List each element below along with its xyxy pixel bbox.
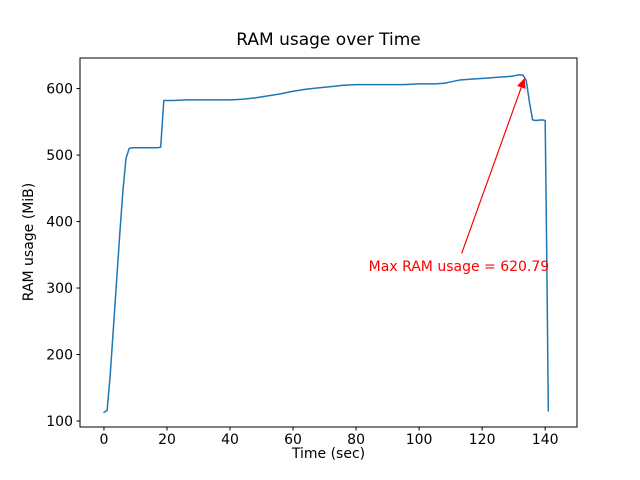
x-axis-label: Time (sec)	[291, 446, 366, 462]
x-tick-label: 20	[158, 432, 176, 448]
x-tick-label: 140	[532, 432, 559, 448]
y-tick-label: 600	[46, 82, 73, 98]
x-tick-label: 0	[99, 432, 108, 448]
annotation-arrow-head	[517, 77, 526, 89]
x-tick-label: 80	[347, 432, 365, 448]
plot-box	[79, 57, 578, 428]
y-tick-label: 400	[46, 215, 73, 231]
y-axis-label: RAM usage (MiB)	[21, 182, 37, 302]
y-tick-label: 200	[46, 348, 73, 364]
max-ram-annotation: Max RAM usage = 620.79	[368, 259, 550, 276]
y-tick-label: 300	[46, 281, 73, 297]
y-tick-label: 100	[46, 414, 73, 430]
chart-title: RAM usage over Time	[236, 30, 421, 50]
x-tick-label: 100	[406, 432, 433, 448]
y-tick-label: 500	[46, 148, 73, 164]
annotation-arrow-shaft	[461, 87, 522, 254]
x-tick-label: 60	[284, 432, 302, 448]
x-tick-label: 120	[469, 432, 496, 448]
x-tick-label: 40	[221, 432, 239, 448]
ram-usage-line	[103, 74, 550, 414]
